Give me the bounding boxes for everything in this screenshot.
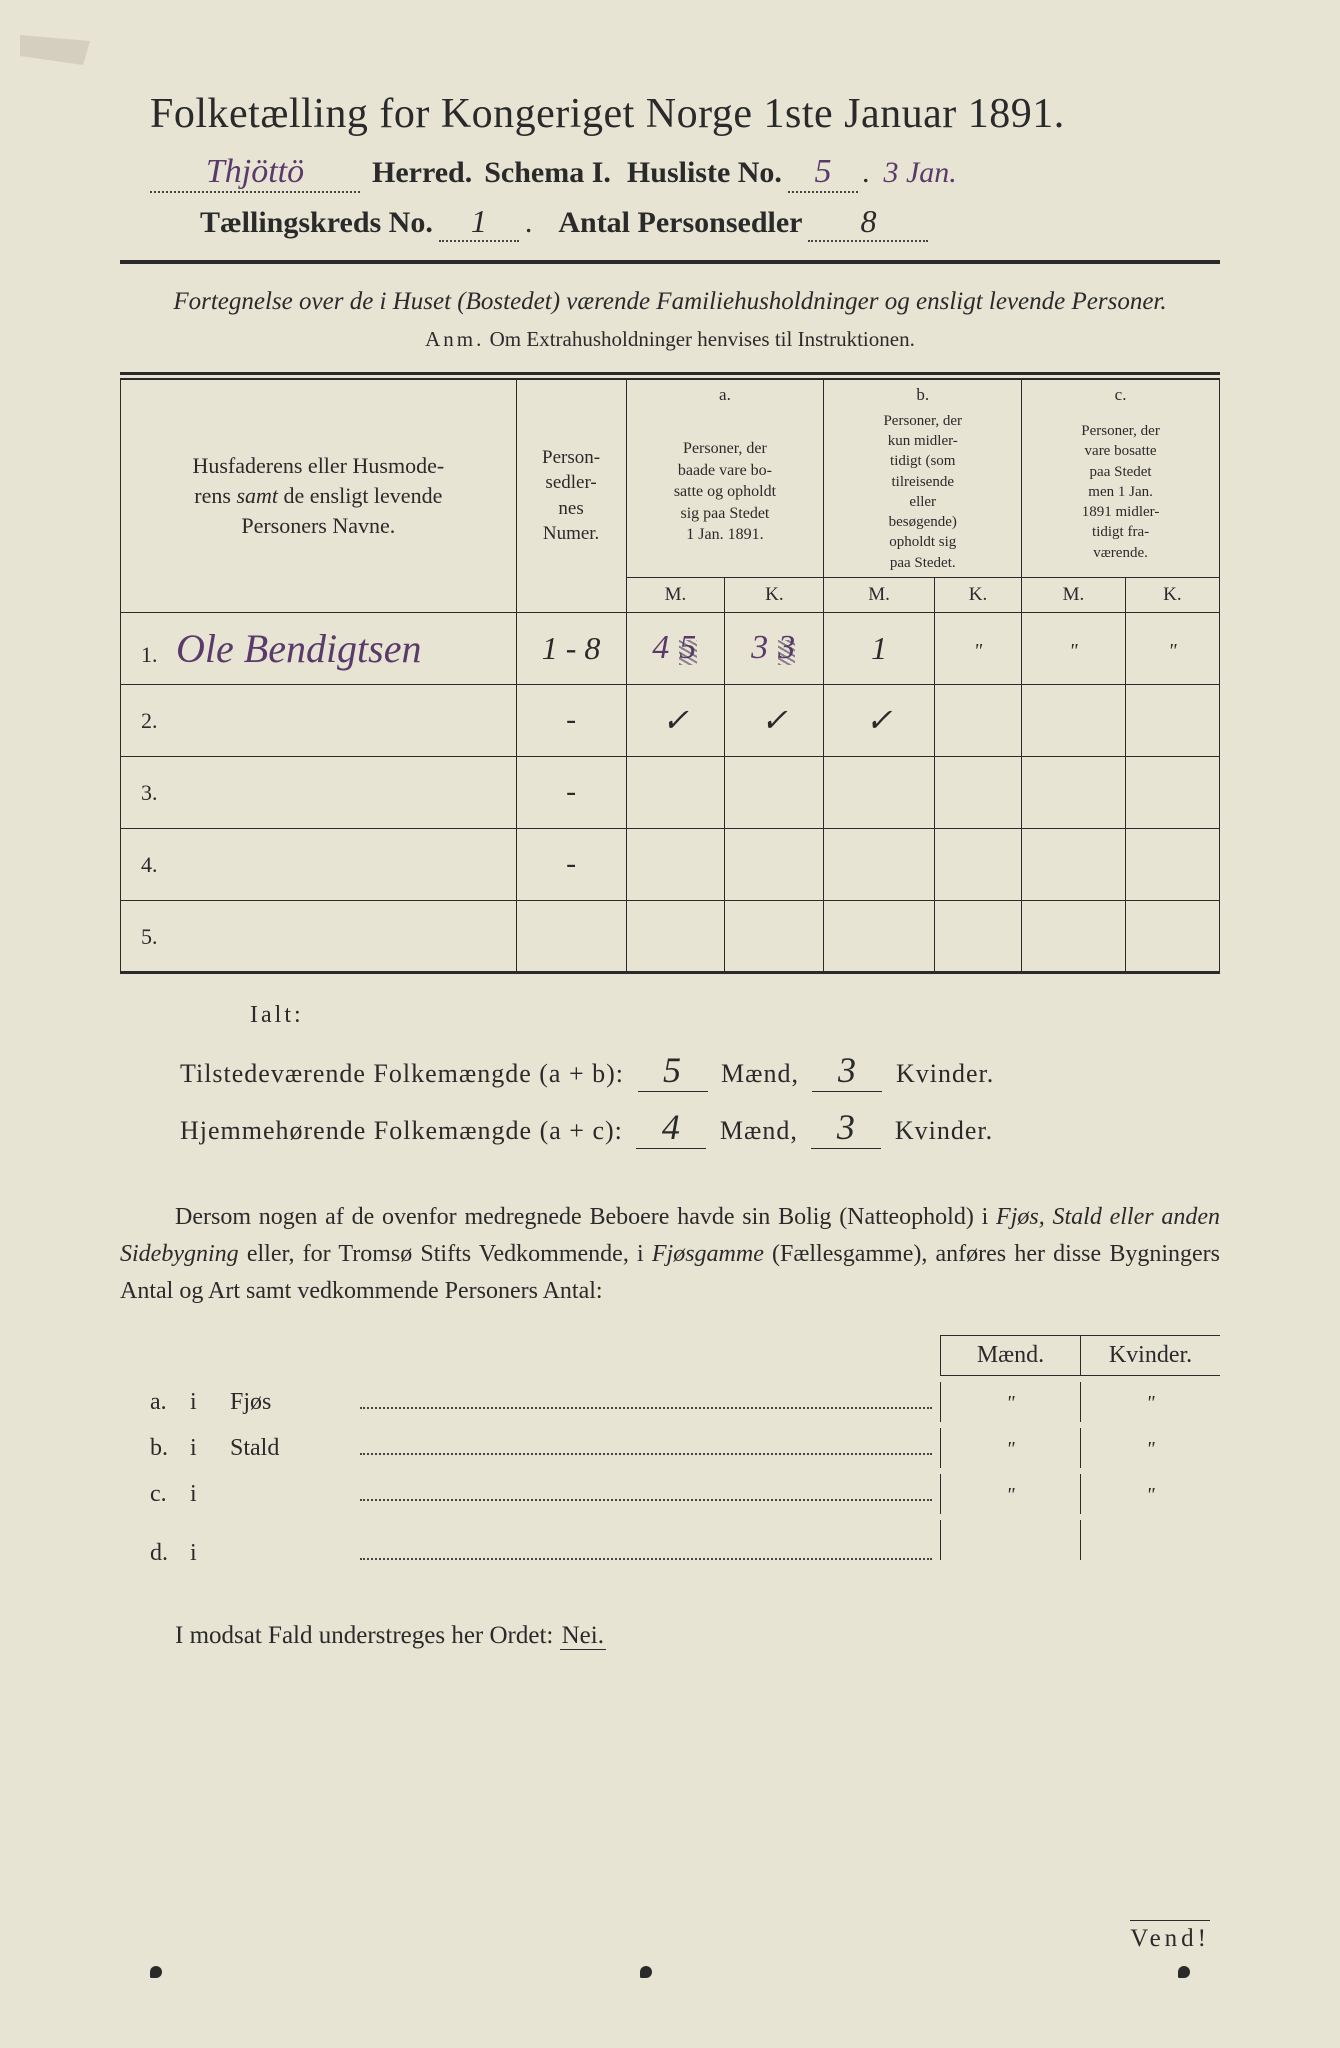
mk-m: Mænd. <box>940 1335 1080 1376</box>
page-title: Folketælling for Kongeriget Norge 1ste J… <box>120 90 1220 138</box>
col-c-letter: c. <box>1022 380 1220 407</box>
outbuilding-paragraph: Dersom nogen af de ovenfor medregnede Be… <box>120 1199 1220 1311</box>
col-a-k: K. <box>725 577 824 612</box>
date-note: 3 Jan. <box>883 156 956 190</box>
husliste-field: 5 <box>788 153 858 193</box>
table-row: 3. - <box>121 756 1220 828</box>
col-b-letter: b. <box>824 380 1022 407</box>
table-row: 2. - ✓ ✓ ✓ <box>121 684 1220 756</box>
herred-value: Thjöttö <box>206 153 304 190</box>
abcd-row-a: a. i Fjøs " " <box>120 1382 1220 1422</box>
subtitle: Fortegnelse over de i Huset (Bostedet) v… <box>120 284 1220 319</box>
abcd-row-b: b. i Stald " " <box>120 1428 1220 1468</box>
row-3-name: 3. <box>121 756 517 828</box>
nei-word: Nei. <box>560 1622 606 1650</box>
col-c-m: M. <box>1022 577 1126 612</box>
col-b-k: K. <box>934 577 1021 612</box>
ink-dot <box>1178 1966 1190 1978</box>
mk-k: Kvinder. <box>1080 1335 1220 1376</box>
anm-label: Anm. <box>425 327 484 351</box>
col-b-header: Personer, derkun midler-tidigt (somtilre… <box>824 407 1022 578</box>
row-1-ak: 3 3 <box>725 612 824 684</box>
row-2-name: 2. <box>121 684 517 756</box>
summary-present: Tilstedeværende Folkemængde (a + b): 5 M… <box>180 1049 1220 1092</box>
col-num-header: Person-sedler-nesNumer. <box>516 380 626 613</box>
abcd-list: a. i Fjøs " " b. i Stald " " c. i " " d.… <box>120 1382 1220 1567</box>
row-5-name: 5. <box>121 900 517 972</box>
row-1-cm: " <box>1022 612 1126 684</box>
anm-text: Om Extrahusholdninger henvises til Instr… <box>490 327 915 351</box>
husliste-label: Husliste No. <box>627 156 782 190</box>
row-1-am: 4 5 <box>626 612 725 684</box>
row-1-ck: " <box>1125 612 1219 684</box>
abcd-row-d: d. i <box>120 1520 1220 1567</box>
row-4-name: 4. <box>121 828 517 900</box>
col-a-header: Personer, derbaade vare bo-satte og opho… <box>626 407 824 578</box>
herred-field: Thjöttö <box>150 153 360 193</box>
husliste-value: 5 <box>814 153 831 190</box>
table-row: 1. Ole Bendigtsen 1 - 8 4 5 3 3 1 " " " <box>121 612 1220 684</box>
kreds-label: Tællingskreds No. <box>200 206 433 240</box>
table-body: 1. Ole Bendigtsen 1 - 8 4 5 3 3 1 " " " … <box>121 612 1220 972</box>
census-form-page: Folketælling for Kongeriget Norge 1ste J… <box>0 0 1340 2048</box>
antal-label: Antal Personsedler <box>558 206 802 240</box>
rule-1 <box>120 260 1220 264</box>
header-row-1: Thjöttö Herred. Schema I. Husliste No. 5… <box>120 153 1220 193</box>
col-names-header: Husfaderens eller Husmode-rens samt de e… <box>121 380 517 613</box>
summary-resident: Hjemmehørende Folkemængde (a + c): 4 Mæn… <box>180 1106 1220 1149</box>
ink-dot <box>150 1966 162 1978</box>
table-row: 5. <box>121 900 1220 972</box>
col-a-m: M. <box>626 577 725 612</box>
row-1-name: 1. Ole Bendigtsen <box>121 612 517 684</box>
col-a-letter: a. <box>626 380 824 407</box>
table-top-rule <box>120 372 1220 379</box>
antal-field: 8 <box>808 203 928 242</box>
anm-line: Anm. Om Extrahusholdninger henvises til … <box>120 327 1220 352</box>
ialt-label: Ialt: <box>250 1002 1220 1029</box>
herred-label: Herred. <box>372 156 472 190</box>
nei-line: I modsat Fald understreges her Ordet: Ne… <box>175 1622 1220 1650</box>
col-c-k: K. <box>1125 577 1219 612</box>
header-row-2: Tællingskreds No. 1 . Antal Personsedler… <box>120 203 1220 242</box>
table-row: 4. - <box>121 828 1220 900</box>
row-1-bm: 1 <box>824 612 934 684</box>
row-1-bk: " <box>934 612 1021 684</box>
ink-dot <box>640 1966 652 1978</box>
vend-label: Vend! <box>1130 1920 1210 1953</box>
mk-header: Mænd. Kvinder. <box>120 1335 1220 1376</box>
schema-label: Schema I. <box>484 156 611 190</box>
kreds-value: 1 <box>471 203 487 239</box>
col-c-header: Personer, dervare bosattepaa Stedetmen 1… <box>1022 407 1220 578</box>
abcd-row-c: c. i " " <box>120 1474 1220 1514</box>
col-b-m: M. <box>824 577 934 612</box>
kreds-field: 1 <box>439 203 519 242</box>
census-table: Husfaderens eller Husmode-rens samt de e… <box>120 379 1220 974</box>
antal-value: 8 <box>860 203 876 239</box>
page-corner-fold <box>20 35 90 65</box>
row-1-num: 1 - 8 <box>516 612 626 684</box>
